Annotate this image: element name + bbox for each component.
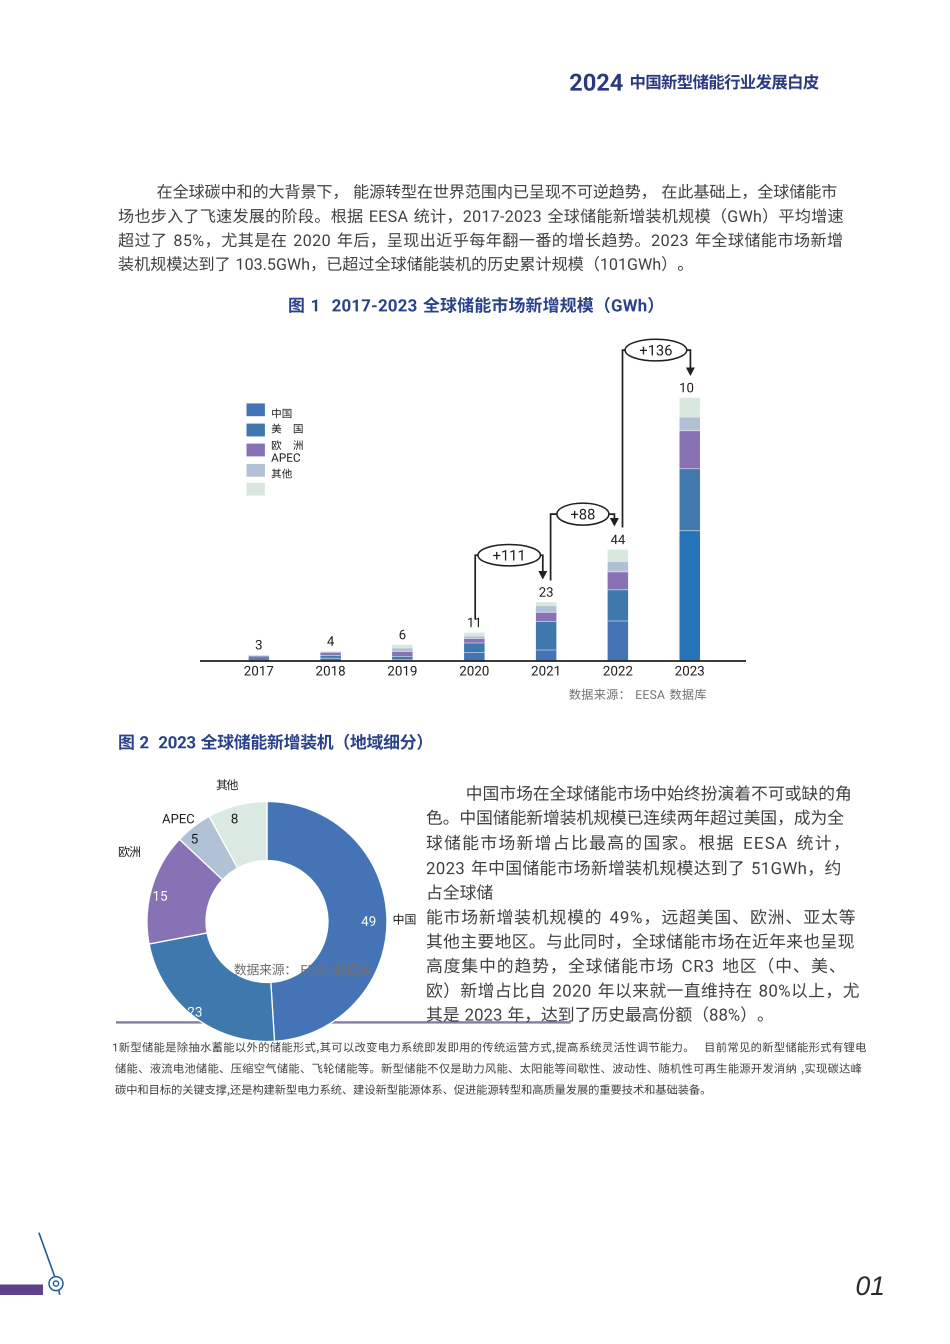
svg-text:01: 01 — [856, 1271, 885, 1301]
